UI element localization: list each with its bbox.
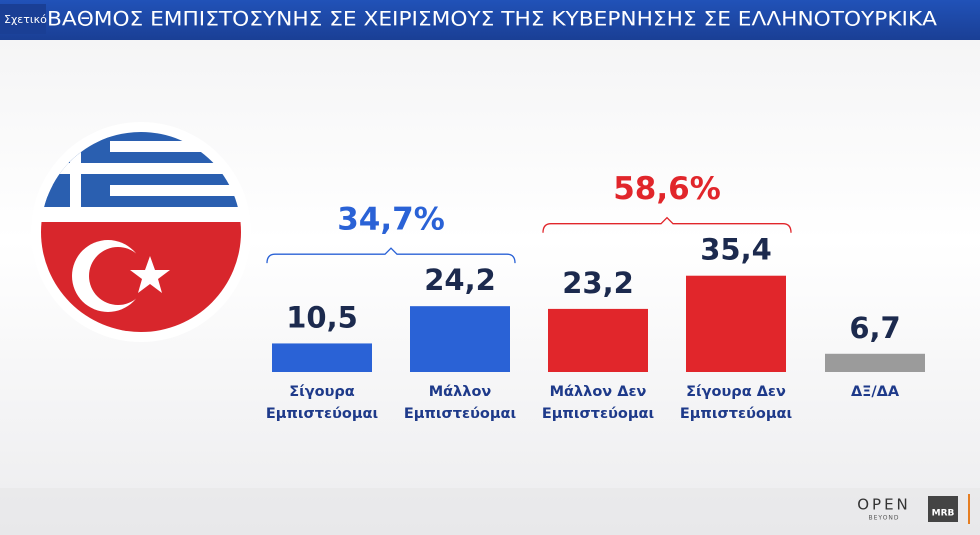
tag: Σχετικό [4,13,47,26]
brand-sub: BEYOND [868,515,899,522]
accent [968,494,970,524]
bar [825,353,925,372]
group-bracket [266,247,516,264]
category-label: Σίγουρα Εμπιστεύομαι [265,384,379,422]
category-label: Σίγουρα Δεν Εμπιστεύομαι [679,384,793,422]
bar [410,306,510,372]
value-label: 10,5 [286,300,358,334]
source-box [928,496,958,522]
value-label: 23,2 [562,266,634,300]
group-label: 58,6% [613,171,721,207]
bar [686,275,786,372]
source: MRB [932,509,955,519]
category-label: ΔΞ/ΔΑ [850,384,900,400]
value-label: 6,7 [849,311,900,345]
category-label: Μάλλον Δεν Εμπιστεύομαι [541,384,655,422]
title-bar [0,0,980,40]
group-label: 34,7% [337,202,445,238]
footer-strip [0,488,980,535]
brand: OPEN [857,496,911,514]
tag-box [0,4,46,34]
group-bracket [542,216,792,233]
value-label: 24,2 [424,263,496,297]
bar [272,343,372,372]
category-label: Μάλλον Εμπιστεύομαι [403,384,517,422]
bar [548,308,648,372]
title: ΒΑΘΜΟΣ ΕΜΠΙΣΤΟΣΥΝΗΣ ΣΕ ΧΕΙΡΙΣΜΟΥΣ ΤΗΣ ΚΥ… [47,8,938,31]
value-label: 35,4 [700,233,772,267]
